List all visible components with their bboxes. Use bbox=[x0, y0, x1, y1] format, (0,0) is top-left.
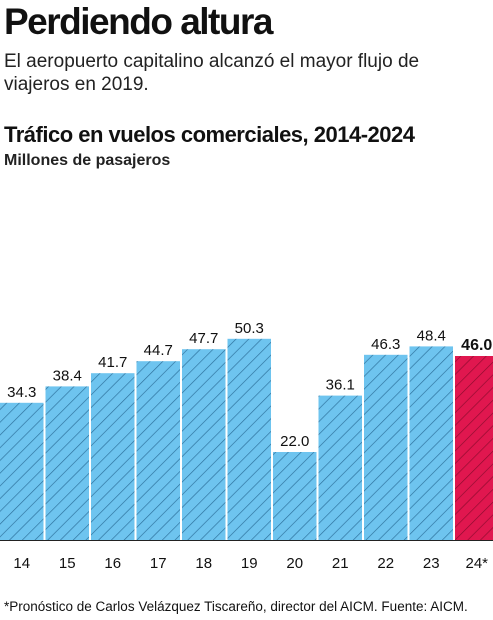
x-axis-tick-labels: 14 15 16 17 18 19 20 21 22 23 24* bbox=[13, 555, 488, 572]
x-tick-label-18: 18 bbox=[195, 555, 212, 572]
x-tick-label-15: 15 bbox=[59, 555, 76, 572]
value-label-15: 38.4 bbox=[53, 367, 82, 384]
x-tick-label-21: 21 bbox=[332, 555, 349, 572]
chart-unit-label: Millones de pasajeros bbox=[4, 152, 171, 169]
bar-chart: 34.3 38.4 41.7 44.7 47.7 50.3 22.0 36.1 46.3 48.4… bbox=[0, 320, 493, 572]
value-label-18: 47.7 bbox=[189, 330, 218, 347]
bar-14 bbox=[0, 402, 44, 540]
x-tick-label-19: 19 bbox=[241, 555, 258, 572]
bar-24 bbox=[455, 356, 493, 540]
x-tick-label-16: 16 bbox=[104, 555, 121, 572]
bar-23 bbox=[409, 346, 453, 540]
chart-title: Tráfico en vuelos comerciales, 2014-2024 bbox=[4, 122, 415, 147]
value-label-16: 41.7 bbox=[98, 354, 127, 371]
bar-21 bbox=[318, 395, 362, 540]
bar-16 bbox=[91, 373, 135, 540]
bar-22 bbox=[364, 354, 408, 540]
value-label-19: 50.3 bbox=[235, 320, 264, 337]
x-tick-label-23: 23 bbox=[423, 555, 440, 572]
bars-group bbox=[0, 338, 493, 540]
value-label-14: 34.3 bbox=[7, 384, 36, 401]
bar-17 bbox=[136, 361, 180, 540]
x-tick-label-17: 17 bbox=[150, 555, 167, 572]
bar-19 bbox=[227, 338, 271, 540]
x-tick-label-24: 24* bbox=[465, 555, 488, 572]
page-title: Perdiendo altura bbox=[4, 1, 273, 42]
value-labels-group: 34.3 38.4 41.7 44.7 47.7 50.3 22.0 36.1 46.3 48.4… bbox=[7, 320, 492, 450]
value-label-21: 36.1 bbox=[326, 377, 355, 394]
bar-18 bbox=[182, 349, 226, 540]
bar-15 bbox=[45, 386, 89, 540]
value-label-24: 46.0 bbox=[461, 337, 492, 354]
value-label-17: 44.7 bbox=[144, 342, 173, 359]
footnote: *Pronóstico de Carlos Velázquez Tiscareñ… bbox=[4, 599, 468, 614]
x-tick-label-22: 22 bbox=[377, 555, 394, 572]
value-label-23: 48.4 bbox=[417, 327, 446, 344]
value-label-20: 22.0 bbox=[280, 433, 309, 450]
value-label-22: 46.3 bbox=[371, 336, 400, 353]
page-subtitle: El aeropuerto capitalino alcanzó el mayo… bbox=[4, 51, 420, 95]
bar-20 bbox=[273, 452, 317, 540]
x-tick-label-20: 20 bbox=[286, 555, 303, 572]
x-tick-label-14: 14 bbox=[13, 555, 30, 572]
